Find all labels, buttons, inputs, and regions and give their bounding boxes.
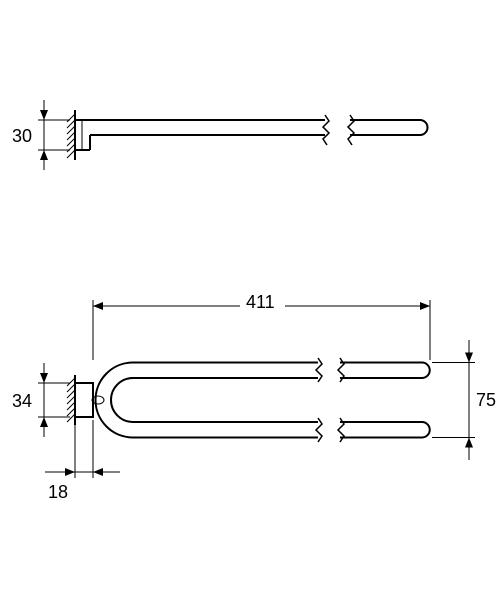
dim-411-label: 411: [246, 292, 275, 312]
dim-75: 75: [432, 340, 496, 460]
dim-18: 18: [45, 420, 120, 502]
bottom-break-marks: [316, 358, 344, 442]
technical-drawing: 30 411: [0, 0, 500, 600]
dim-30-label: 30: [12, 126, 32, 146]
dim-411: 411: [93, 290, 430, 360]
dim-30: 30: [12, 100, 70, 170]
bottom-hatching: [67, 378, 75, 422]
dim-34: 34: [12, 363, 70, 437]
top-view: 30: [12, 100, 428, 170]
dim-75-label: 75: [476, 390, 496, 410]
dim-34-label: 34: [12, 391, 32, 411]
top-hatching: [67, 114, 75, 158]
drawing-svg: 30 411: [0, 0, 500, 600]
bottom-view: 411 75 34 18: [12, 290, 496, 502]
dim-18-label: 18: [48, 482, 68, 502]
